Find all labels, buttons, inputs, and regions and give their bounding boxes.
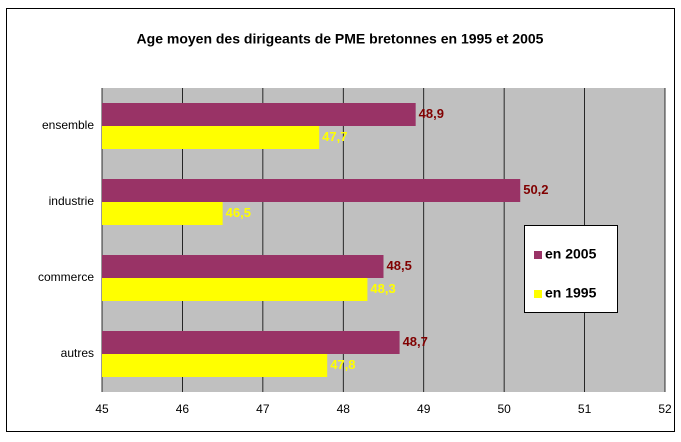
data-label: 47,8 [330, 357, 355, 372]
x-tick-label: 47 [256, 402, 270, 416]
x-tick-label: 49 [417, 402, 431, 416]
bar [102, 179, 521, 202]
bar [102, 331, 400, 354]
data-label: 47,7 [322, 129, 347, 144]
bar [102, 278, 368, 301]
y-tick-label: autres [61, 346, 94, 360]
bar [102, 354, 328, 377]
bar [102, 126, 320, 149]
legend-label: en 2005 [545, 246, 597, 262]
bar [102, 255, 384, 278]
data-label: 48,3 [370, 281, 395, 296]
y-tick-label: industrie [49, 194, 95, 208]
data-label: 46,5 [226, 205, 251, 220]
x-tick-label: 51 [578, 402, 592, 416]
x-tick-label: 45 [95, 402, 109, 416]
data-label: 48,7 [403, 334, 428, 349]
y-tick-label: ensemble [42, 118, 94, 132]
data-label: 48,5 [387, 258, 412, 273]
chart-title: Age moyen des dirigeants de PME bretonne… [137, 31, 544, 47]
data-label: 50,2 [523, 182, 548, 197]
bar [102, 103, 416, 126]
x-tick-label: 46 [176, 402, 190, 416]
bar [102, 202, 223, 225]
x-tick-label: 50 [497, 402, 511, 416]
legend-label: en 1995 [545, 285, 597, 301]
data-label: 48,9 [419, 106, 444, 121]
legend-marker [534, 290, 542, 298]
x-tick-label: 52 [658, 402, 672, 416]
legend-marker [534, 251, 542, 259]
y-tick-label: commerce [38, 270, 94, 284]
x-tick-label: 48 [337, 402, 351, 416]
